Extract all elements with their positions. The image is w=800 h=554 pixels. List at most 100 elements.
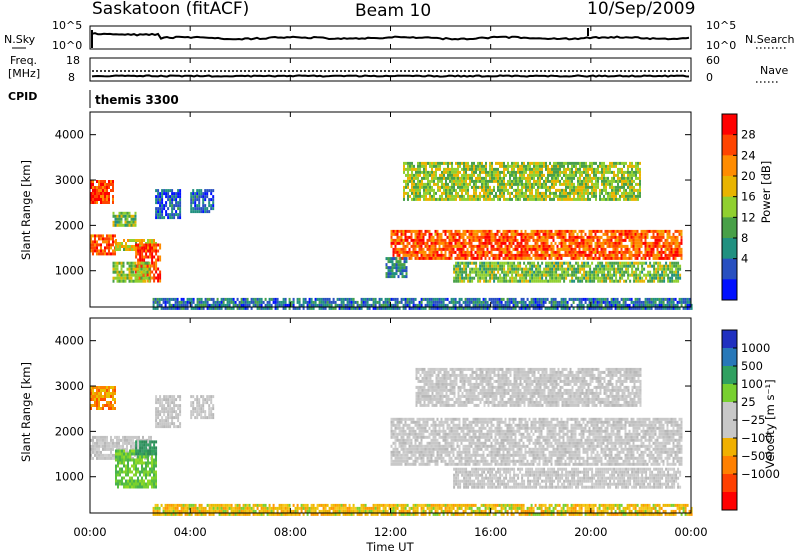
velocity-colorbar-label-7: −1000 xyxy=(741,467,780,481)
power-colorbar-label-5: 8 xyxy=(741,231,748,245)
velocity-colorbar-step-7 xyxy=(722,456,737,475)
velocity-colorbar-step-0 xyxy=(722,330,737,349)
power-region-5 xyxy=(112,211,137,227)
velocity-ytick-label-1000: 1000 xyxy=(55,470,84,484)
power-colorbar-step-1 xyxy=(722,134,737,156)
velocity-panel: 1000 2000 3000 4000 Slant Range [km] 1000 50… xyxy=(19,317,780,516)
velocity-colorbar-step-2 xyxy=(722,366,737,385)
power-region-12 xyxy=(152,297,693,310)
cpid-label: CPID xyxy=(8,90,37,103)
velocity-ytick-label-3000: 3000 xyxy=(55,379,84,393)
power-region-4 xyxy=(112,261,151,283)
noise-right-label: N.Search xyxy=(745,33,795,46)
beam-title: Beam 10 xyxy=(355,1,431,21)
power-colorbar-step-7 xyxy=(722,258,737,280)
power-region-7 xyxy=(190,189,215,214)
noise-right-tick-bottom: 10^0 xyxy=(706,39,736,52)
power-region-9 xyxy=(403,161,641,201)
velocity-data xyxy=(90,367,693,516)
velocity-region-0 xyxy=(90,386,116,410)
power-colorbar-label-6: 4 xyxy=(741,252,748,266)
x-tick-label-1: 04:00 xyxy=(174,525,207,539)
power-ytick-label-3000: 3000 xyxy=(55,173,84,187)
velocity-colorbar-label-4: −25 xyxy=(741,413,765,427)
velocity-region-9 xyxy=(152,503,693,516)
velocity-region-6 xyxy=(390,417,683,466)
power-colorbar-frame xyxy=(721,113,738,301)
x-tick-label-4: 16:00 xyxy=(474,525,507,539)
velocity-colorbar-step-3 xyxy=(722,384,737,403)
power-colorbar-step-2 xyxy=(722,155,737,177)
velocity-colorbar-label-5: −100 xyxy=(741,431,773,445)
power-colorbar-label-2: 20 xyxy=(741,169,756,183)
station-title: Saskatoon (fitACF) xyxy=(92,0,249,19)
power-colorbar-label-3: 16 xyxy=(741,190,756,204)
power-ytick-label-1000: 1000 xyxy=(55,264,84,278)
noise-left-label: N.Sky xyxy=(4,33,36,46)
velocity-colorbar-step-9 xyxy=(722,492,737,511)
power-colorbar-step-8 xyxy=(722,279,737,301)
power-colorbar-step-4 xyxy=(722,196,737,218)
freq-left-tick-bottom: 8 xyxy=(68,71,75,84)
date-title: 10/Sep/2009 xyxy=(587,0,695,19)
velocity-colorbar-label-1: 500 xyxy=(741,359,763,373)
velocity-colorbar-label-6: −500 xyxy=(741,449,773,463)
power-colorbar-step-6 xyxy=(722,238,737,260)
power-colorbar-step-0 xyxy=(722,114,737,136)
power-colorbar-label-0: 28 xyxy=(741,128,756,142)
velocity-colorbar-step-6 xyxy=(722,438,737,457)
velocity-colorbar-label-3: 25 xyxy=(741,395,756,409)
power-ytick-label-2000: 2000 xyxy=(55,218,84,232)
freq-left-tick-top: 18 xyxy=(66,54,80,67)
nave-label: Nave xyxy=(760,64,788,77)
power-region-8 xyxy=(390,229,683,260)
x-tick-label-0: 00:00 xyxy=(73,525,106,539)
power-colorbar-label-1: 24 xyxy=(741,148,756,162)
velocity-region-8 xyxy=(453,467,682,489)
velocity-ytick-label-2000: 2000 xyxy=(55,424,84,438)
power-data xyxy=(90,161,693,310)
velocity-ylabel: Slant Range [km] xyxy=(19,362,33,462)
freq-left-label-1: Freq. xyxy=(10,54,37,67)
power-region-1 xyxy=(90,234,116,256)
cpid-program: themis 3300 xyxy=(95,93,179,107)
velocity-region-5 xyxy=(190,395,215,420)
velocity-colorbar-label-2: 100 xyxy=(741,377,763,391)
power-region-6 xyxy=(155,189,182,220)
power-region-0 xyxy=(90,180,114,204)
freq-right-tick-bottom: 0 xyxy=(706,71,713,84)
power-colorbar-step-5 xyxy=(722,217,737,239)
x-tick-label-3: 12:00 xyxy=(374,525,407,539)
power-region-10 xyxy=(453,261,682,283)
noise-left-tick-top: 10^5 xyxy=(52,19,82,32)
noise-panel: N.Sky 10^5 10^0 10^5 10^0 N.Search xyxy=(4,19,795,52)
x-tick-label-2: 08:00 xyxy=(274,525,307,539)
velocity-ytick-label-4000: 4000 xyxy=(55,334,84,348)
velocity-colorbar-label: Velocity [m s⁻¹] xyxy=(763,379,777,468)
power-colorbar-step-3 xyxy=(722,176,737,198)
noise-series xyxy=(91,32,690,41)
velocity-region-2 xyxy=(115,449,157,489)
power-ytick-label-4000: 4000 xyxy=(55,128,84,142)
cpid-panel: CPID themis 3300 xyxy=(8,90,179,108)
velocity-region-7 xyxy=(415,367,642,407)
power-colorbar-label-4: 12 xyxy=(741,210,756,224)
velocity-colorbar-label-0: 1000 xyxy=(741,341,770,355)
freq-left-label-2: [MHz] xyxy=(8,67,40,80)
velocity-colorbar-step-4 xyxy=(722,402,737,421)
x-axis-label: Time UT xyxy=(365,540,414,554)
power-ylabel: Slant Range [km] xyxy=(19,160,33,260)
velocity-colorbar-step-8 xyxy=(722,474,737,493)
velocity-region-3 xyxy=(135,440,158,456)
velocity-colorbar-step-1 xyxy=(722,348,737,367)
noise-left-tick-bottom: 10^0 xyxy=(52,39,82,52)
frequency-panel: Freq. [MHz] 18 8 60 0 Nave xyxy=(8,54,788,84)
velocity-region-4 xyxy=(155,395,182,429)
x-tick-label-6: 00:00 xyxy=(674,525,707,539)
velocity-colorbar-step-5 xyxy=(722,420,737,439)
x-tick-label-5: 20:00 xyxy=(574,525,607,539)
freq-right-tick-top: 60 xyxy=(706,54,720,67)
power-region-11 xyxy=(385,257,408,279)
noise-right-tick-top: 10^5 xyxy=(706,19,736,32)
